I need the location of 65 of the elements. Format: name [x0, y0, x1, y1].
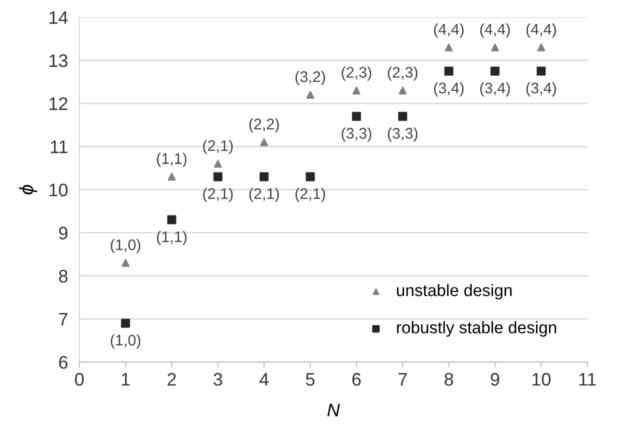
point [214, 160, 222, 168]
y-tick-label: 9 [59, 226, 68, 240]
annotation: (3,3) [342, 127, 372, 142]
point [168, 172, 176, 181]
point [444, 66, 454, 76]
annotation: (2,1) [296, 188, 326, 202]
x-tick-label: 6 [352, 372, 361, 386]
point [260, 172, 269, 182]
point [167, 215, 176, 224]
point [536, 66, 546, 76]
y-tick-label: 13 [50, 54, 68, 68]
point [122, 258, 130, 267]
annotation: (3,4) [526, 82, 556, 96]
point [352, 86, 360, 94]
x-axis-title: N [327, 404, 340, 416]
y-axis-title: ϕ [18, 184, 38, 194]
point [444, 43, 453, 52]
annotation: (2,2) [249, 118, 279, 132]
annotation: (3,4) [480, 82, 510, 96]
annotation: (1,1) [156, 230, 186, 246]
x-tick-label: 3 [214, 372, 222, 386]
annotation: (2,1) [249, 188, 279, 202]
x-tick-label: 11 [579, 373, 596, 386]
point [398, 112, 408, 121]
x-tick-label: 7 [398, 373, 407, 386]
point [260, 138, 268, 146]
annotation: (2,3) [342, 66, 372, 81]
point [491, 43, 499, 52]
annotation: (3,4) [434, 82, 464, 96]
point [352, 112, 361, 121]
point [490, 66, 500, 76]
point [306, 172, 315, 182]
annotation: (3,2) [296, 70, 326, 86]
x-tick-label: 1 [122, 373, 130, 386]
y-tick-label: 11 [50, 140, 68, 154]
y-tick-label: 10 [50, 184, 68, 196]
x-tick-label: 9 [490, 372, 500, 386]
annotation: (4,4) [526, 23, 556, 38]
x-tick-label: 0 [75, 372, 84, 386]
point [398, 86, 407, 94]
legend-label: unstable design [397, 284, 512, 300]
annotation: (2,3) [388, 66, 418, 81]
annotation: (2,1) [203, 140, 233, 154]
y-tick-label: 6 [59, 356, 68, 369]
annotation: (2,1) [203, 188, 233, 202]
x-tick-label: 8 [444, 372, 454, 386]
point [537, 43, 546, 52]
annotation: (1,0) [110, 238, 140, 254]
y-tick-label: 7 [59, 313, 68, 326]
x-tick-label: 5 [306, 373, 315, 386]
x-tick-label: 2 [168, 372, 176, 386]
y-tick-label: 14 [50, 11, 68, 24]
point [121, 318, 130, 328]
annotation: (4,4) [480, 23, 510, 38]
y-tick-label: 8 [59, 270, 68, 283]
point [306, 90, 314, 99]
annotation: (3,3) [388, 127, 418, 142]
annotation: (1,0) [110, 334, 140, 349]
point [213, 172, 222, 182]
legend-label: robustly stable design [397, 321, 556, 337]
annotation: (1,1) [156, 152, 186, 167]
x-tick-label: 4 [259, 373, 269, 386]
x-tick-label: 10 [532, 372, 551, 386]
annotation: (4,4) [434, 23, 464, 38]
y-tick-label: 12 [50, 97, 68, 110]
